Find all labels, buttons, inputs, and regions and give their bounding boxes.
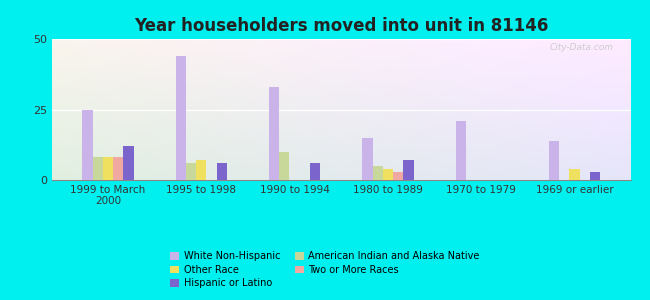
Bar <box>403 160 413 180</box>
Title: Year householders moved into unit in 81146: Year householders moved into unit in 811… <box>134 17 549 35</box>
Text: City-Data.com: City-Data.com <box>549 43 613 52</box>
Bar <box>383 169 393 180</box>
Bar <box>113 158 124 180</box>
Bar <box>372 166 383 180</box>
Bar <box>393 172 403 180</box>
Bar <box>456 121 466 180</box>
Bar <box>280 152 289 180</box>
Bar <box>549 140 559 180</box>
Bar <box>269 87 280 180</box>
Bar <box>83 110 92 180</box>
Bar <box>310 163 320 180</box>
Legend: White Non-Hispanic, Other Race, Hispanic or Latino, American Indian and Alaska N: White Non-Hispanic, Other Race, Hispanic… <box>166 248 484 292</box>
Bar <box>186 163 196 180</box>
Bar <box>362 138 372 180</box>
Bar <box>196 160 207 180</box>
Bar <box>590 172 600 180</box>
Bar <box>176 56 186 180</box>
Bar <box>216 163 227 180</box>
Bar <box>103 158 113 180</box>
Bar <box>92 158 103 180</box>
Bar <box>124 146 134 180</box>
Bar <box>569 169 580 180</box>
